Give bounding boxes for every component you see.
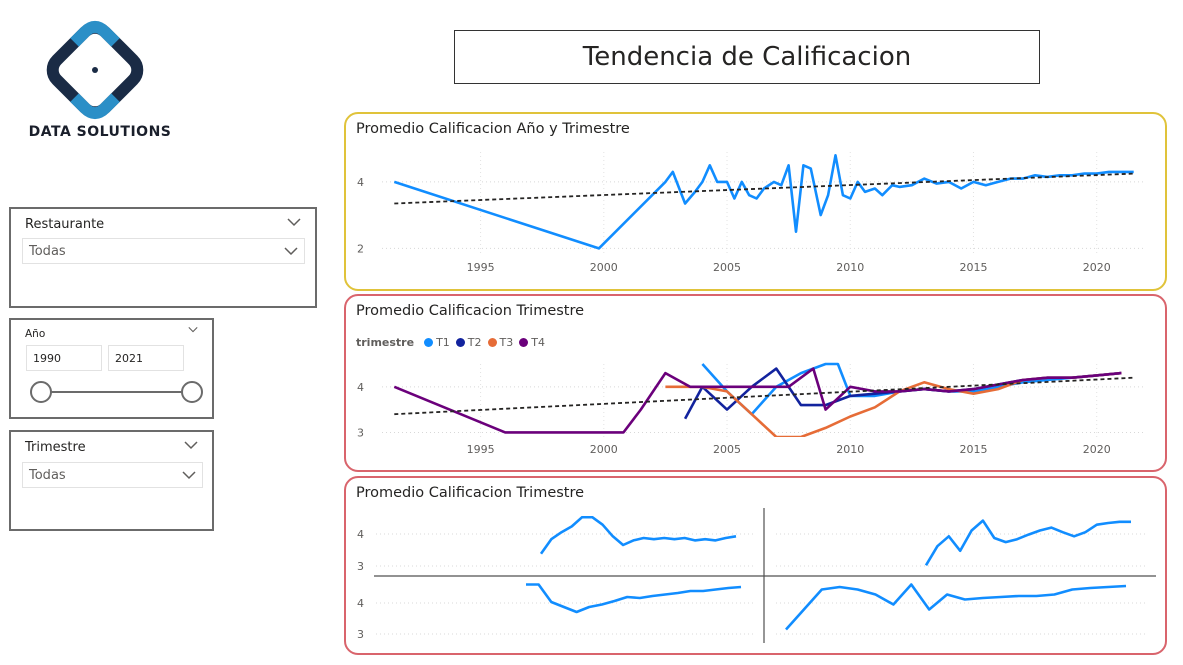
- restaurante-dropdown[interactable]: Todas: [22, 238, 305, 264]
- company-logo: DATA SOLUTIONS: [20, 18, 180, 143]
- legend-title: trimestre: [356, 336, 415, 349]
- series-line-t2: [683, 367, 1122, 420]
- y-tick-label: 4: [357, 528, 364, 541]
- chevron-down-icon: [182, 471, 196, 480]
- legend-item-t1[interactable]: T1: [424, 336, 450, 349]
- small-multiple-line-1: [539, 516, 737, 555]
- chart-title: Promedio Calificacion Año y Trimestre: [356, 121, 630, 137]
- y-tick-label: 3: [357, 426, 364, 439]
- legend-item-t3[interactable]: T3: [487, 336, 513, 349]
- x-tick-label: 2010: [836, 261, 864, 274]
- x-tick-label: 2005: [713, 261, 741, 274]
- y-tick-label: 4: [357, 597, 364, 610]
- x-tick-label: 2020: [1083, 443, 1111, 456]
- x-tick-label: 1995: [467, 443, 495, 456]
- chart-panel-anio-trimestre[interactable]: Promedio Calificacion Año y Trimestre 2 4…: [344, 112, 1167, 291]
- trimestre-slicer: Trimestre Todas: [9, 430, 214, 531]
- y-tick-label: 2: [357, 242, 364, 255]
- small-multiples-chart[interactable]: 4 3 4 3: [346, 478, 1165, 653]
- chart-panel-small-multiples[interactable]: Promedio Calificacion Trimestre 4 3 4 3: [344, 476, 1167, 655]
- chevron-down-icon[interactable]: [188, 326, 198, 333]
- x-tick-label: 2010: [836, 443, 864, 456]
- chevron-down-icon[interactable]: [184, 440, 198, 450]
- x-tick-label: 2005: [713, 443, 741, 456]
- y-tick-label: 4: [357, 381, 364, 394]
- x-tick-label: 2000: [590, 443, 618, 456]
- chart-title: Promedio Calificacion Trimestre: [356, 485, 585, 501]
- trend-line: [394, 172, 1134, 205]
- y-tick-label: 4: [357, 176, 364, 189]
- page-title: Tendencia de Calificacion: [454, 30, 1040, 84]
- anio-slider-min-handle[interactable]: [30, 381, 52, 403]
- legend-item-t4[interactable]: T4: [519, 336, 545, 349]
- chevron-down-icon[interactable]: [287, 217, 301, 227]
- x-tick-label: 2000: [590, 261, 618, 274]
- x-tick-label: 2015: [959, 443, 987, 456]
- restaurante-dropdown-value: Todas: [29, 243, 66, 259]
- chart-panel-trimestre[interactable]: Promedio Calificacion Trimestre trimestr…: [344, 294, 1167, 472]
- legend-item-t2[interactable]: T2: [455, 336, 482, 349]
- anio-from-input[interactable]: 1990: [26, 345, 102, 371]
- small-multiple-line-3: [526, 583, 742, 614]
- trend-line: [394, 376, 1134, 416]
- small-multiple-line-4: [785, 583, 1127, 631]
- logo-text: DATA SOLUTIONS: [28, 124, 172, 140]
- y-tick-label: 3: [357, 628, 364, 641]
- anio-slider-track[interactable]: [41, 391, 193, 393]
- chart-legend: trimestre T1 T2 T3 T4: [356, 336, 545, 349]
- small-multiple-line-2: [924, 519, 1131, 566]
- restaurante-slicer-label: Restaurante: [25, 217, 105, 232]
- restaurante-slicer: Restaurante Todas: [9, 207, 317, 308]
- trimestre-dropdown-value: Todas: [29, 467, 66, 483]
- line-chart-calificacion[interactable]: 2 4 1995 2000 2005 2010 2015 2020: [346, 114, 1165, 289]
- anio-slider-max-handle[interactable]: [181, 381, 203, 403]
- anio-slicer: Año 1990 2021: [9, 318, 214, 419]
- trimestre-slicer-label: Trimestre: [25, 440, 86, 455]
- anio-slicer-label: Año: [25, 328, 46, 340]
- anio-to-input[interactable]: 2021: [108, 345, 184, 371]
- x-tick-label: 2015: [959, 261, 987, 274]
- line-chart-trimestre[interactable]: 3 4 1995 2000 2005 2010 2015 2020: [346, 296, 1165, 470]
- x-tick-label: 1995: [467, 261, 495, 274]
- series-line-0: [393, 153, 1134, 250]
- y-tick-label: 3: [357, 560, 364, 573]
- chevron-down-icon: [284, 247, 298, 256]
- x-tick-label: 2020: [1083, 261, 1111, 274]
- trimestre-dropdown[interactable]: Todas: [22, 462, 203, 488]
- series-line-t4: [393, 367, 1122, 434]
- logo-icon: [46, 20, 144, 120]
- chart-title: Promedio Calificacion Trimestre: [356, 303, 585, 319]
